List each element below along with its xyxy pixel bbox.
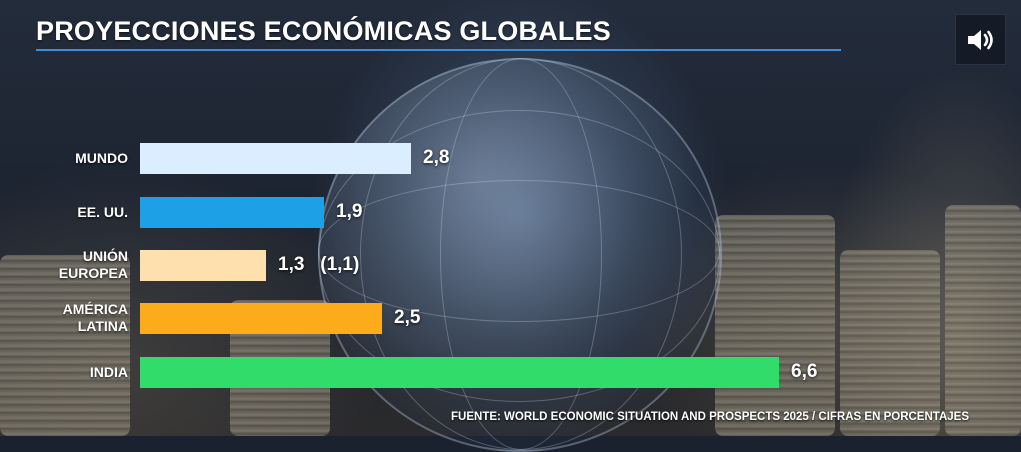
bar [140, 142, 411, 174]
speaker-icon [967, 29, 993, 50]
bar [140, 196, 324, 228]
category-label: AMÉRICA LATINA [62, 301, 128, 334]
bar [140, 356, 779, 388]
category-label: INDIA [89, 363, 128, 380]
bar [140, 249, 266, 281]
value-label: 1,9 [336, 201, 363, 222]
bar [140, 302, 382, 334]
chart-title: PROYECCIONES ECONÓMICAS GLOBALES [36, 16, 611, 46]
coin-stack-decoration [945, 205, 1021, 436]
value-label: 6,6 [791, 361, 818, 382]
globe-image [318, 58, 722, 452]
coin-stack-decoration [840, 250, 940, 436]
category-label: EE. UU. [77, 203, 128, 220]
value-label: 2,8 [423, 147, 450, 168]
coin-stack-decoration [0, 255, 130, 436]
sound-toggle-button[interactable] [955, 14, 1006, 65]
value-label: 1,3 (1,1) [278, 254, 360, 275]
title-underline [36, 49, 841, 51]
category-label: MUNDO [75, 149, 128, 166]
value-label: 2,5 [394, 307, 421, 328]
source-note: FUENTE: WORLD ECONOMIC SITUATION AND PRO… [451, 411, 969, 423]
category-label: UNIÓN EUROPEA [58, 248, 128, 281]
coin-stack-decoration [715, 215, 835, 436]
